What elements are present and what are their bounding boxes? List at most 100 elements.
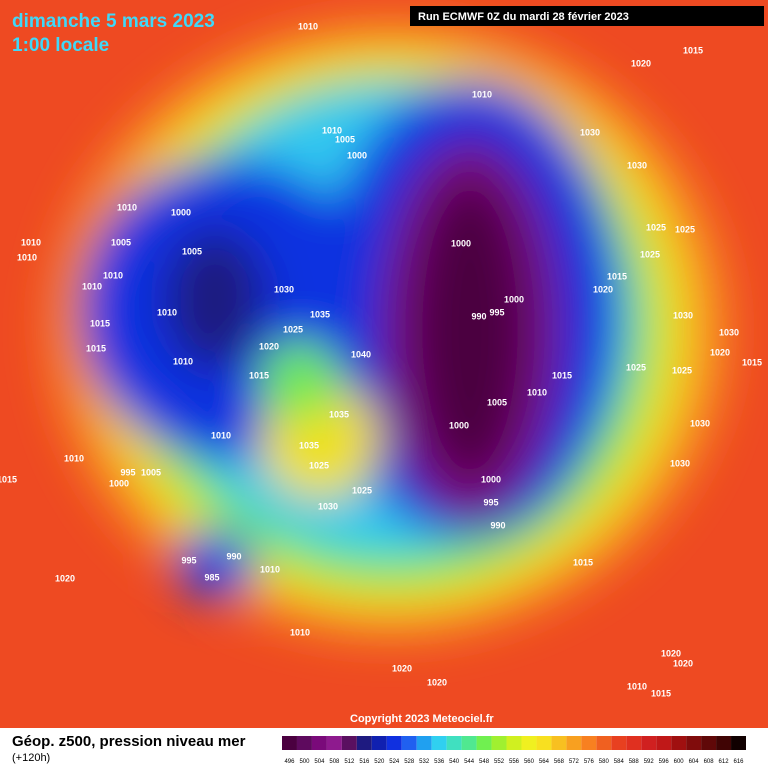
legend-label: 612 bbox=[719, 759, 730, 765]
isobar-label: 1000 bbox=[481, 474, 501, 484]
isobar-label: 1025 bbox=[675, 224, 695, 234]
isobar-label: 1025 bbox=[672, 365, 692, 375]
isobar-label: 1000 bbox=[504, 294, 524, 304]
legend-label: 580 bbox=[599, 759, 610, 765]
isobar-label: 1010 bbox=[117, 202, 137, 212]
isobar-label: 1025 bbox=[352, 485, 372, 495]
legend-label: 552 bbox=[494, 759, 505, 765]
legend-label: 560 bbox=[524, 759, 535, 765]
legend-swatch bbox=[282, 736, 297, 750]
legend-swatch bbox=[506, 736, 522, 750]
isobar-label: 1035 bbox=[310, 309, 330, 319]
legend-label: 532 bbox=[419, 759, 430, 765]
isobar-label: 1010 bbox=[82, 281, 102, 291]
isobar-label: 985 bbox=[204, 572, 219, 582]
isobar-label: 1005 bbox=[487, 397, 507, 407]
isobar-label: 1000 bbox=[347, 150, 367, 160]
legend-label: 576 bbox=[584, 759, 595, 765]
isobar-label: 1030 bbox=[690, 418, 710, 428]
isobar-label: 1000 bbox=[449, 420, 469, 430]
isobar-label: 1000 bbox=[171, 207, 191, 217]
legend-label: 592 bbox=[644, 759, 655, 765]
isobar-label: 1010 bbox=[322, 125, 342, 135]
legend-swatch bbox=[566, 736, 582, 750]
legend-label: 616 bbox=[734, 759, 745, 765]
isobar-label: 1030 bbox=[673, 310, 693, 320]
copyright: Copyright 2023 Meteociel.fr bbox=[350, 713, 494, 725]
geopotential-field bbox=[50, 20, 730, 640]
lead-time: (+120h) bbox=[12, 752, 50, 764]
isobar-label: 1020 bbox=[631, 58, 651, 68]
legend-swatch bbox=[386, 736, 402, 750]
isobar-label: 1030 bbox=[670, 458, 690, 468]
legend-label: 568 bbox=[554, 759, 565, 765]
legend-swatch bbox=[416, 736, 432, 750]
isobar-label: 1030 bbox=[318, 501, 338, 511]
legend-swatch bbox=[611, 736, 627, 750]
isobar-label: 1025 bbox=[283, 324, 303, 334]
isobar-label: 1030 bbox=[580, 127, 600, 137]
isobar-label: 1010 bbox=[260, 564, 280, 574]
legend-swatch bbox=[341, 736, 357, 750]
isobar-label: 1015 bbox=[86, 343, 106, 353]
legend-label: 508 bbox=[329, 759, 340, 765]
isobar-label: 995 bbox=[120, 467, 135, 477]
isobar-label: 990 bbox=[471, 311, 486, 321]
isobar-label: 1005 bbox=[182, 246, 202, 256]
legend-swatch bbox=[476, 736, 492, 750]
color-legend: 496 500 504 508 512 516 520 524 528 532 536 540 544 5… bbox=[282, 736, 746, 765]
legend-label: 500 bbox=[299, 759, 310, 765]
legend-swatch bbox=[656, 736, 672, 750]
isobar-label: 1020 bbox=[392, 663, 412, 673]
isobar-label: 1005 bbox=[111, 237, 131, 247]
legend-label: 496 bbox=[284, 759, 295, 765]
legend-label: 540 bbox=[449, 759, 460, 765]
legend-swatch bbox=[671, 736, 687, 750]
isobar-label: 1020 bbox=[710, 347, 730, 357]
isobar-label: 1035 bbox=[329, 409, 349, 419]
isobar-label: 1035 bbox=[299, 440, 319, 450]
isobar-label: 1010 bbox=[472, 89, 492, 99]
isobar-label: 1005 bbox=[335, 134, 355, 144]
legend-swatch bbox=[296, 736, 312, 750]
legend-swatch bbox=[581, 736, 597, 750]
legend-label: 516 bbox=[359, 759, 370, 765]
date-title: dimanche 5 mars 2023 bbox=[12, 11, 215, 32]
legend-swatch bbox=[641, 736, 657, 750]
legend-label: 548 bbox=[479, 759, 490, 765]
legend-swatch bbox=[431, 736, 447, 750]
legend-swatch bbox=[491, 736, 507, 750]
legend-swatch bbox=[326, 736, 342, 750]
isobar-label: 1010 bbox=[103, 270, 123, 280]
isobar-label: 1040 bbox=[351, 349, 371, 359]
isobar-label: 1025 bbox=[626, 362, 646, 372]
isobar-label: 1010 bbox=[290, 627, 310, 637]
isobar-label: 995 bbox=[181, 555, 196, 565]
isobar-label: 1010 bbox=[21, 237, 41, 247]
isobar-label: 1020 bbox=[427, 677, 447, 687]
legend-label: 564 bbox=[539, 759, 550, 765]
run-banner bbox=[410, 6, 764, 26]
legend-swatch bbox=[401, 736, 417, 750]
isobar-label: 1015 bbox=[90, 318, 110, 328]
legend-swatch bbox=[551, 736, 567, 750]
isobar-label: 1010 bbox=[17, 252, 37, 262]
legend-label: 604 bbox=[689, 759, 700, 765]
legend-swatch bbox=[446, 736, 462, 750]
isobar-label: 1015 bbox=[249, 370, 269, 380]
isobar-label: 1020 bbox=[259, 341, 279, 351]
legend-swatch bbox=[701, 736, 717, 750]
legend-swatch bbox=[371, 736, 387, 750]
legend-label: 588 bbox=[629, 759, 640, 765]
isobar-label: 1010 bbox=[527, 387, 547, 397]
isobar-label: 1015 bbox=[0, 474, 17, 484]
isobar-label: 1000 bbox=[109, 478, 129, 488]
isobar-label: 1010 bbox=[627, 681, 647, 691]
isobar-label: 1015 bbox=[552, 370, 572, 380]
isobar-label: 1005 bbox=[141, 467, 161, 477]
isobar-label: 1015 bbox=[651, 688, 671, 698]
legend-swatch bbox=[626, 736, 642, 750]
isobar-label: 990 bbox=[226, 551, 241, 561]
run-info: Run ECMWF 0Z du mardi 28 février 2023 bbox=[418, 11, 629, 23]
